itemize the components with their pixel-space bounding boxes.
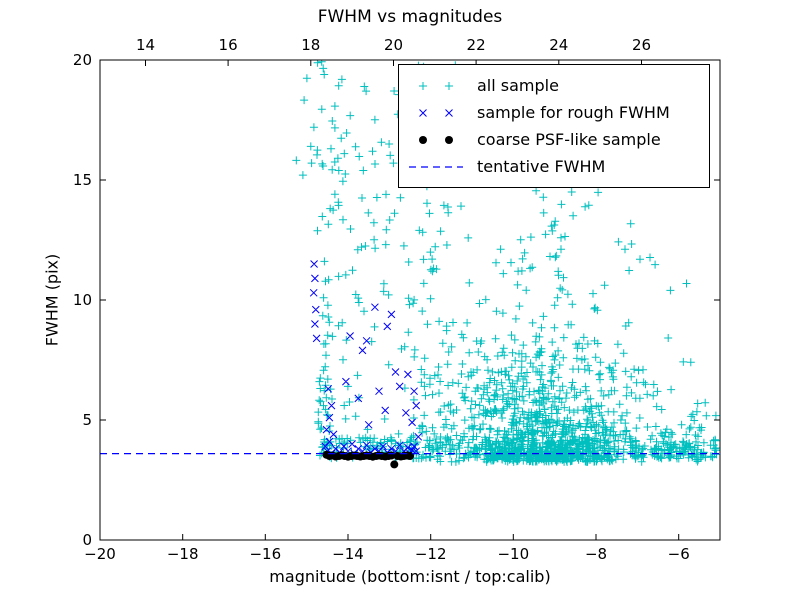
x-tick-label: −12 [415,545,447,563]
legend-entry-all-sample: all sample [407,72,701,99]
x-tick-label: −18 [167,545,199,563]
y-tick-label: 15 [73,171,92,189]
y-axis-label: FWHM (pix) [42,253,62,347]
x-axis-label: magnitude (bottom:isnt / top:calib) [269,567,551,586]
legend-label: coarse PSF-like sample [477,130,661,149]
x-tick-label: −6 [668,545,690,563]
series-layer [100,60,720,469]
dashed-line-icon [409,165,463,168]
chart-title: FWHM vs magnitudes [317,7,503,27]
top-tick-label: 24 [549,36,568,54]
legend-label: all sample [477,76,559,95]
top-tick-label: 20 [384,36,403,54]
plus-marker-icon [419,81,453,90]
y-tick-label: 10 [73,291,92,309]
series-sample-for-rough-FWHM [309,260,423,458]
x-tick-label: −20 [84,545,116,563]
y-tick-label: 5 [82,411,92,429]
top-tick-label: 16 [219,36,238,54]
legend-entry-rough-fwhm: sample for rough FWHM [407,99,701,126]
y-tick-label: 0 [82,531,92,549]
legend-label: tentative FWHM [477,157,606,176]
top-tick-label: 22 [467,36,486,54]
x-tick-label: −8 [585,545,607,563]
legend-label: sample for rough FWHM [477,103,670,122]
y-tick-label: 20 [73,51,92,69]
legend-entry-tentative-fwhm: tentative FWHM [407,153,701,180]
x-tick-label: −10 [497,545,529,563]
top-tick-label: 14 [136,36,155,54]
legend-entry-psf-sample: coarse PSF-like sample [407,126,701,153]
x-tick-label: −16 [249,545,281,563]
top-tick-label: 26 [632,36,651,54]
x-marker-icon [419,108,453,117]
tick-labels: −20 −18 −16 −14 −12 −10 −8 −6 14 16 18 20 22 24 26 0 5 10… [73,36,690,563]
x-tick-label: −14 [332,545,364,563]
dot-marker-icon [419,135,453,144]
top-tick-label: 18 [301,36,320,54]
axis-ticks [99,59,720,541]
legend: all sample sample for rough FWHM coarse … [398,64,710,188]
series-coarse-PSF-like-sample [322,450,414,469]
